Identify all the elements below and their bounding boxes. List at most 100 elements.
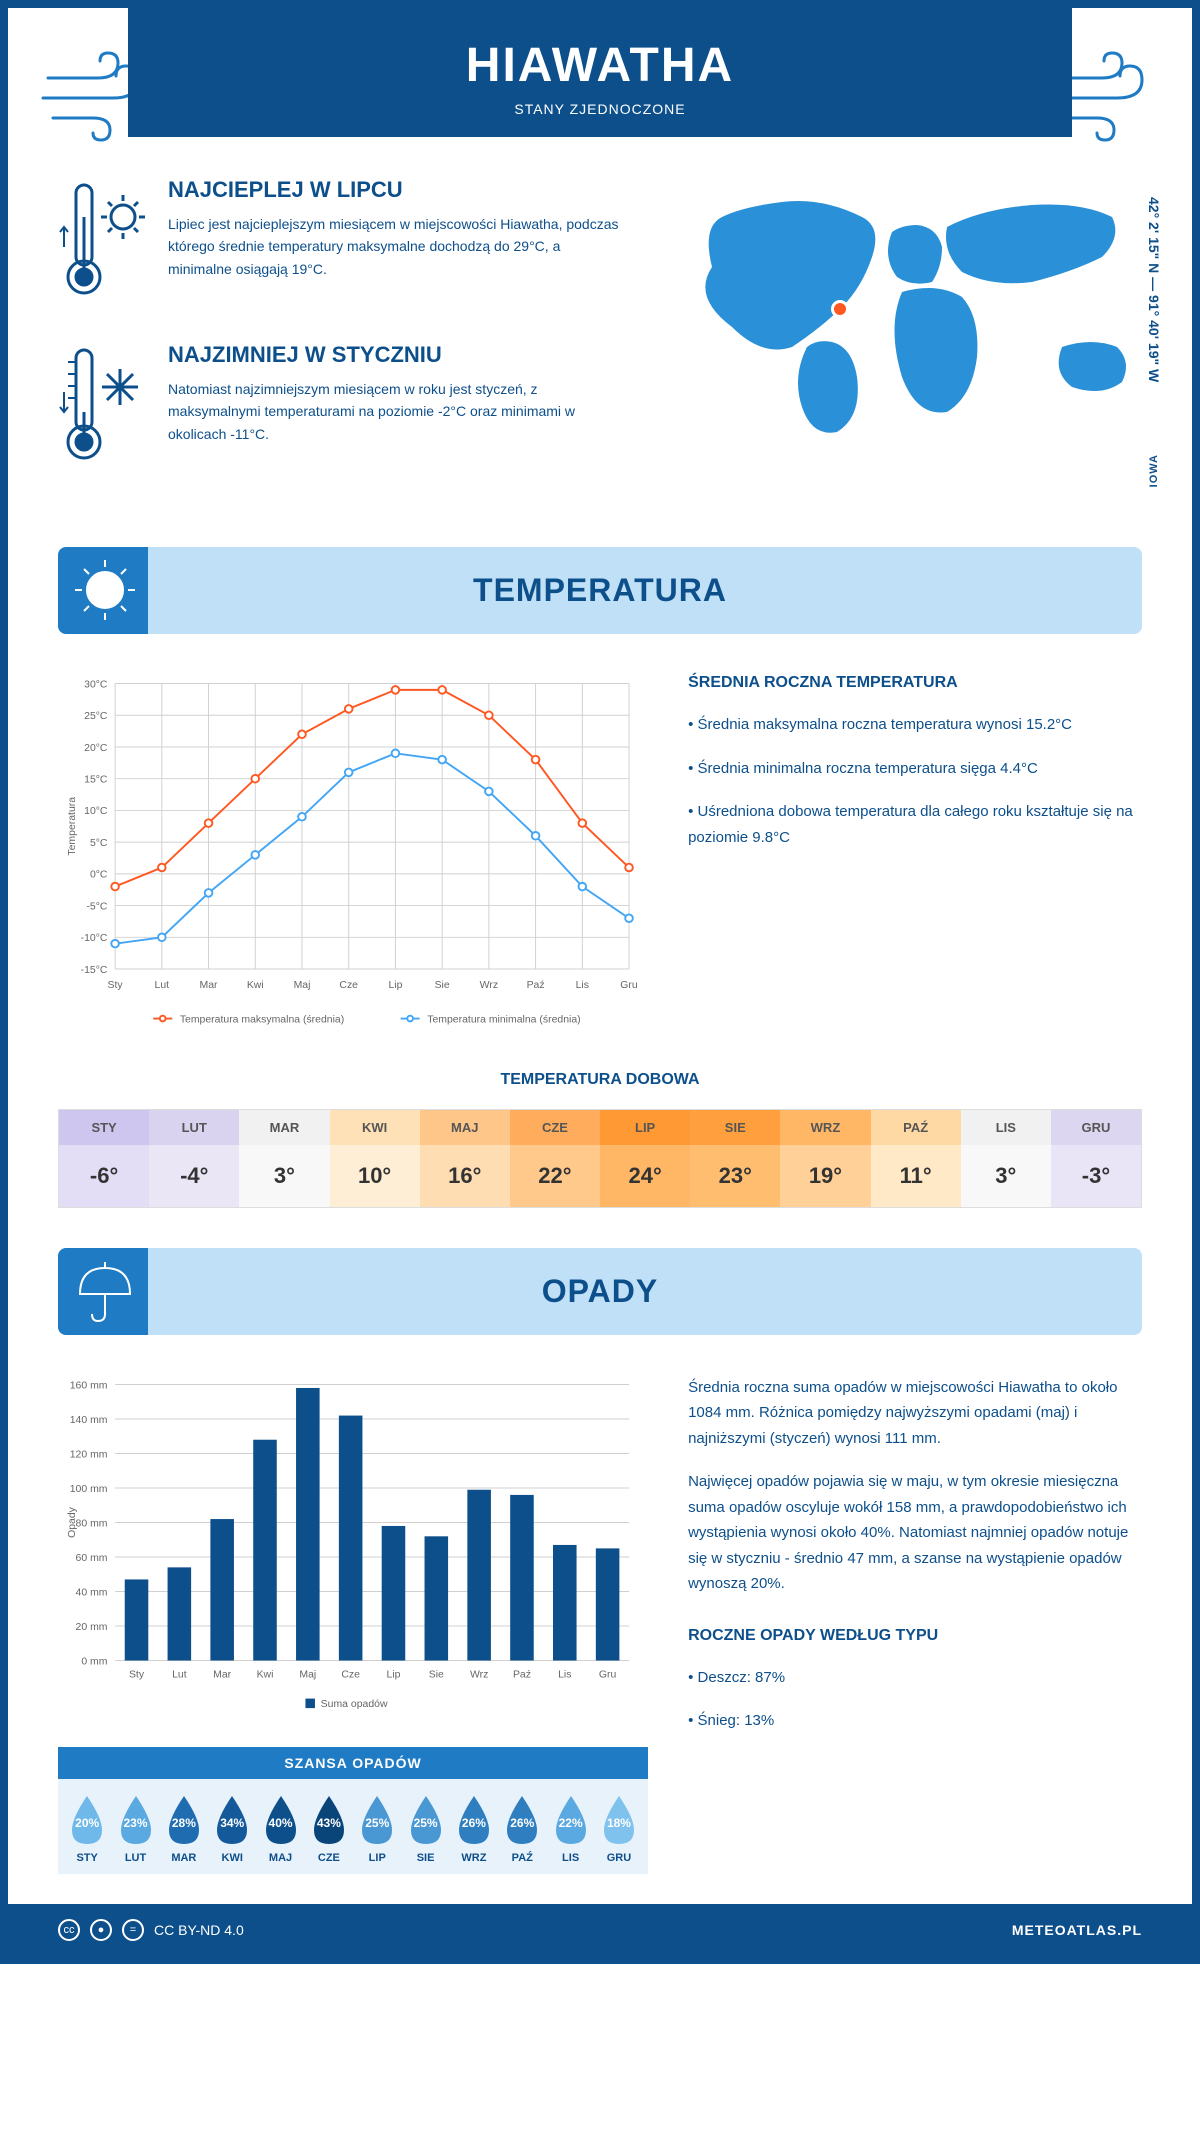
- thermometer-cold-icon: [58, 342, 148, 477]
- drop-cell: 20% STY: [63, 1794, 111, 1864]
- precip-text-2: Najwięcej opadów pojawia się w maju, w t…: [688, 1469, 1142, 1597]
- annual-temp-title: ŚREDNIA ROCZNA TEMPERATURA: [688, 674, 1142, 692]
- svg-text:Kwi: Kwi: [257, 1669, 274, 1680]
- temp-cell: MAJ 16°: [420, 1110, 510, 1207]
- svg-text:Lut: Lut: [172, 1669, 187, 1680]
- svg-text:Gru: Gru: [620, 980, 638, 991]
- drop-cell: 22% LIS: [546, 1794, 594, 1864]
- intro-text: NAJCIEPLEJ W LIPCU Lipiec jest najcieple…: [58, 177, 622, 507]
- svg-text:120 mm: 120 mm: [70, 1449, 108, 1460]
- drop-cell: 25% LIP: [353, 1794, 401, 1864]
- svg-text:Sie: Sie: [429, 1669, 444, 1680]
- drop-cell: 40% MAJ: [256, 1794, 304, 1864]
- svg-text:Sty: Sty: [129, 1669, 145, 1680]
- precip-text-1: Średnia roczna suma opadów w miejscowośc…: [688, 1375, 1142, 1452]
- svg-text:140 mm: 140 mm: [70, 1414, 108, 1425]
- hot-block: NAJCIEPLEJ W LIPCU Lipiec jest najcieple…: [58, 177, 622, 312]
- precipitation-header: OPADY: [58, 1248, 1142, 1335]
- temp-cell: KWI 10°: [330, 1110, 420, 1207]
- svg-text:20°C: 20°C: [84, 743, 108, 754]
- drop-cell: 23% LUT: [111, 1794, 159, 1864]
- site-name: METEOATLAS.PL: [1012, 1922, 1142, 1938]
- annual-bullet-3: • Uśredniona dobowa temperatura dla całe…: [688, 799, 1142, 850]
- svg-text:Temperatura maksymalna (średni: Temperatura maksymalna (średnia): [180, 1014, 344, 1025]
- temp-cell: MAR 3°: [239, 1110, 329, 1207]
- temperature-content: -15°C-10°C-5°C0°C5°C10°C15°C20°C25°C30°C…: [8, 664, 1192, 1071]
- svg-text:Wrz: Wrz: [480, 980, 498, 991]
- temp-cell: SIE 23°: [690, 1110, 780, 1207]
- license-text: CC BY-ND 4.0: [154, 1922, 244, 1938]
- cold-block: NAJZIMNIEJ W STYCZNIU Natomiast najzimni…: [58, 342, 622, 477]
- svg-text:25°C: 25°C: [84, 711, 108, 722]
- svg-text:Paź: Paź: [527, 980, 545, 991]
- svg-text:Cze: Cze: [341, 1669, 360, 1680]
- temp-cell: LIP 24°: [600, 1110, 690, 1207]
- temperature-title: TEMPERATURA: [78, 572, 1122, 609]
- temperature-chart: -15°C-10°C-5°C0°C5°C10°C15°C20°C25°C30°C…: [58, 674, 648, 1041]
- temperature-info: ŚREDNIA ROCZNA TEMPERATURA • Średnia mak…: [688, 674, 1142, 1041]
- temp-cell: PAŹ 11°: [871, 1110, 961, 1207]
- region-label: IOWA: [1148, 454, 1160, 487]
- svg-text:-15°C: -15°C: [81, 965, 108, 976]
- svg-text:-10°C: -10°C: [81, 933, 108, 944]
- annual-bullet-1: • Średnia maksymalna roczna temperatura …: [688, 712, 1142, 738]
- precip-rain: • Deszcz: 87%: [688, 1665, 1142, 1691]
- page: HIAWATHA STANY ZJEDNOCZONE: [0, 0, 1200, 1964]
- temp-cell: LIS 3°: [961, 1110, 1051, 1207]
- precipitation-left: 0 mm20 mm40 mm60 mm80 mm100 mm120 mm140 …: [58, 1375, 648, 1875]
- nd-icon: =: [122, 1919, 144, 1941]
- svg-text:0°C: 0°C: [90, 870, 108, 881]
- precip-snow: • Śnieg: 13%: [688, 1708, 1142, 1734]
- svg-text:Opady: Opady: [67, 1506, 78, 1538]
- temp-cell: CZE 22°: [510, 1110, 600, 1207]
- hot-text: Lipiec jest najcieplejszym miesiącem w m…: [168, 213, 622, 280]
- annual-bullet-2: • Średnia minimalna roczna temperatura s…: [688, 756, 1142, 782]
- drop-cell: 25% SIE: [401, 1794, 449, 1864]
- svg-text:Kwi: Kwi: [247, 980, 264, 991]
- by-icon: ●: [90, 1919, 112, 1941]
- svg-text:Paź: Paź: [513, 1669, 531, 1680]
- svg-text:Lip: Lip: [388, 980, 402, 991]
- daily-temp-section: TEMPERATURA DOBOWA STY -6° LUT -4° MAR 3…: [8, 1071, 1192, 1248]
- precipitation-info: Średnia roczna suma opadów w miejscowośc…: [688, 1375, 1142, 1875]
- temp-cell: GRU -3°: [1051, 1110, 1141, 1207]
- svg-text:Lis: Lis: [576, 980, 589, 991]
- svg-text:Suma opadów: Suma opadów: [321, 1699, 388, 1710]
- intro-section: NAJCIEPLEJ W LIPCU Lipiec jest najcieple…: [8, 137, 1192, 547]
- daily-temp-strip: STY -6° LUT -4° MAR 3° KWI 10° MAJ 16° C…: [58, 1109, 1142, 1208]
- svg-text:60 mm: 60 mm: [76, 1552, 108, 1563]
- chance-title: SZANSA OPADÓW: [58, 1747, 648, 1779]
- svg-text:Maj: Maj: [294, 980, 311, 991]
- svg-text:Cze: Cze: [339, 980, 358, 991]
- temp-cell: STY -6°: [59, 1110, 149, 1207]
- precipitation-chart: 0 mm20 mm40 mm60 mm80 mm100 mm120 mm140 …: [58, 1375, 648, 1718]
- drop-cell: 26% WRZ: [450, 1794, 498, 1864]
- header: HIAWATHA STANY ZJEDNOCZONE: [128, 8, 1072, 137]
- page-title: HIAWATHA: [148, 38, 1052, 93]
- svg-text:Gru: Gru: [599, 1669, 617, 1680]
- header-wrap: HIAWATHA STANY ZJEDNOCZONE: [8, 8, 1192, 137]
- precipitation-title: OPADY: [78, 1273, 1122, 1310]
- chance-drops: 20% STY 23% LUT 28% MAR 34% KWI 40% MAJ: [58, 1779, 648, 1874]
- svg-text:100 mm: 100 mm: [70, 1483, 108, 1494]
- page-subtitle: STANY ZJEDNOCZONE: [148, 101, 1052, 117]
- coordinates: 42° 2' 15" N — 91° 40' 19" W: [1146, 197, 1162, 382]
- temperature-header: TEMPERATURA: [58, 547, 1142, 634]
- svg-text:30°C: 30°C: [84, 679, 108, 690]
- cold-text: Natomiast najzimniejszym miesiącem w rok…: [168, 378, 622, 445]
- svg-text:40 mm: 40 mm: [76, 1587, 108, 1598]
- license: cc ● = CC BY-ND 4.0: [58, 1919, 244, 1941]
- precipitation-content: 0 mm20 mm40 mm60 mm80 mm100 mm120 mm140 …: [8, 1365, 1192, 1905]
- svg-text:0 mm: 0 mm: [81, 1656, 107, 1667]
- svg-text:20 mm: 20 mm: [76, 1621, 108, 1632]
- footer: cc ● = CC BY-ND 4.0 METEOATLAS.PL: [8, 1904, 1192, 1956]
- temp-cell: WRZ 19°: [780, 1110, 870, 1207]
- svg-text:Lut: Lut: [155, 980, 170, 991]
- drop-cell: 43% CZE: [305, 1794, 353, 1864]
- svg-text:Lip: Lip: [387, 1669, 401, 1680]
- drop-cell: 28% MAR: [160, 1794, 208, 1864]
- sun-corner-icon: [58, 547, 148, 634]
- svg-text:Sie: Sie: [435, 980, 450, 991]
- world-map: 42° 2' 15" N — 91° 40' 19" W IOWA: [662, 177, 1142, 507]
- umbrella-corner-icon: [58, 1248, 148, 1335]
